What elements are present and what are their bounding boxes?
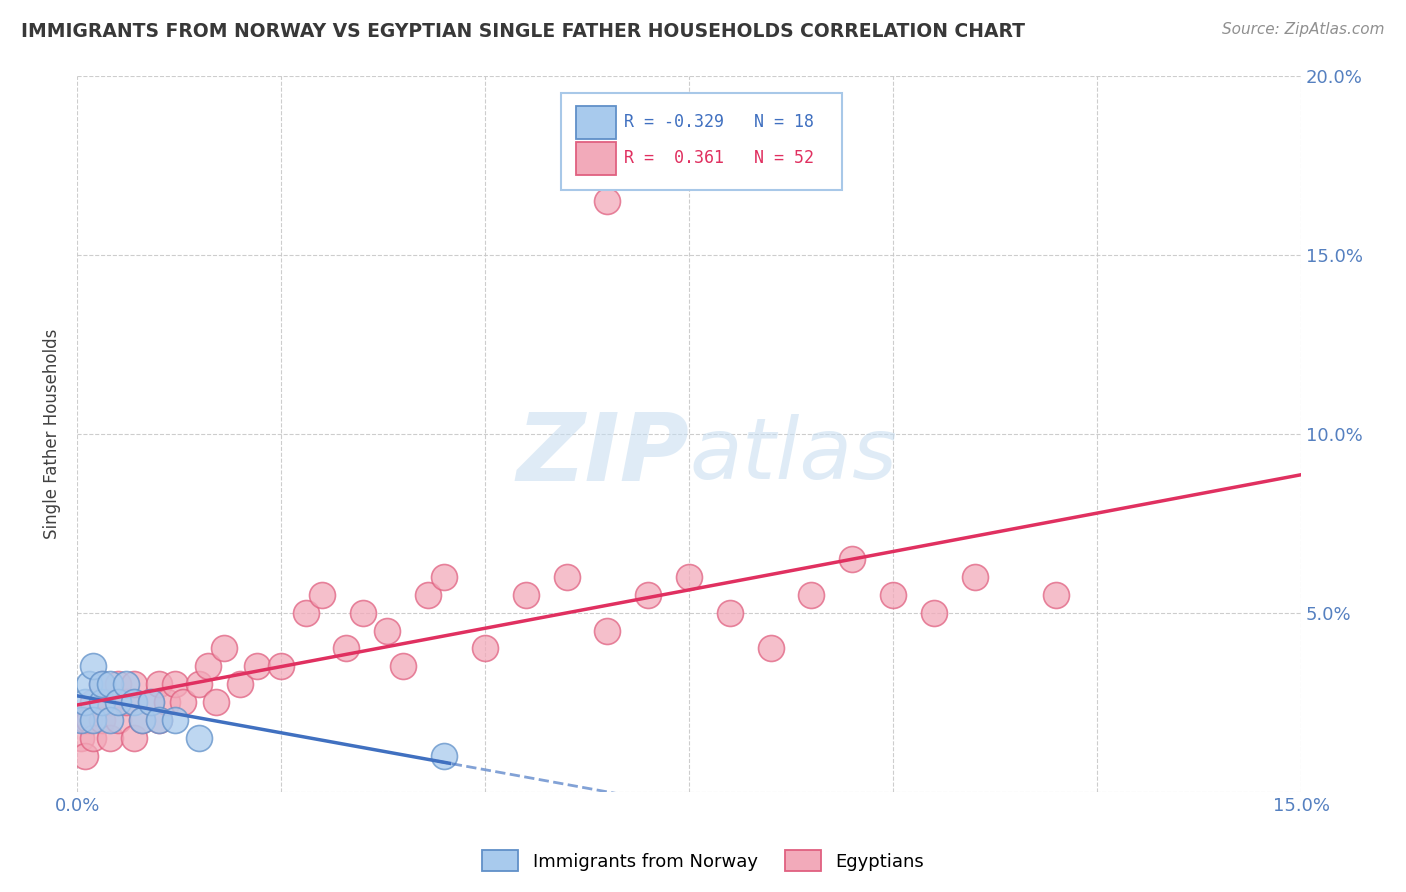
Text: atlas: atlas xyxy=(689,414,897,497)
Point xyxy=(122,695,145,709)
Point xyxy=(90,677,112,691)
Point xyxy=(963,570,986,584)
Point xyxy=(163,713,186,727)
Point xyxy=(70,713,93,727)
Legend: Immigrants from Norway, Egyptians: Immigrants from Norway, Egyptians xyxy=(475,843,931,879)
Point xyxy=(98,713,121,727)
Text: R = -0.329   N = 18: R = -0.329 N = 18 xyxy=(624,113,814,131)
Point xyxy=(75,695,97,709)
Point xyxy=(107,713,129,727)
Point xyxy=(90,677,112,691)
Point xyxy=(82,659,104,673)
Point xyxy=(82,713,104,727)
Point xyxy=(98,695,121,709)
Point xyxy=(352,606,374,620)
Point xyxy=(335,641,357,656)
Point xyxy=(148,713,170,727)
Point xyxy=(172,695,194,709)
Point xyxy=(156,695,179,709)
Point xyxy=(115,677,138,691)
Point xyxy=(311,588,333,602)
Point xyxy=(75,748,97,763)
Point xyxy=(90,713,112,727)
Point xyxy=(79,713,101,727)
Point xyxy=(515,588,537,602)
Point xyxy=(90,695,112,709)
Point xyxy=(98,731,121,745)
Point xyxy=(596,624,619,638)
Point xyxy=(139,695,162,709)
Point xyxy=(188,731,211,745)
Point xyxy=(148,713,170,727)
Point xyxy=(882,588,904,602)
Point xyxy=(294,606,316,620)
Text: ZIP: ZIP xyxy=(516,409,689,501)
Point xyxy=(204,695,226,709)
Point xyxy=(759,641,782,656)
FancyBboxPatch shape xyxy=(576,106,616,139)
Point xyxy=(474,641,496,656)
Point xyxy=(107,677,129,691)
Point xyxy=(188,677,211,691)
Point xyxy=(131,713,153,727)
Point xyxy=(148,677,170,691)
Point xyxy=(416,588,439,602)
Point xyxy=(163,677,186,691)
Point xyxy=(131,713,153,727)
Point xyxy=(433,748,456,763)
Point xyxy=(122,731,145,745)
Point xyxy=(392,659,415,673)
Point xyxy=(841,552,863,566)
Point xyxy=(107,695,129,709)
Point xyxy=(637,588,659,602)
Point xyxy=(555,570,578,584)
Point xyxy=(800,588,823,602)
Point xyxy=(1045,588,1067,602)
Text: Source: ZipAtlas.com: Source: ZipAtlas.com xyxy=(1222,22,1385,37)
Text: R =  0.361   N = 52: R = 0.361 N = 52 xyxy=(624,149,814,167)
Point xyxy=(922,606,945,620)
Point xyxy=(375,624,398,638)
Point xyxy=(75,713,97,727)
Y-axis label: Single Father Households: Single Father Households xyxy=(44,328,60,539)
Point xyxy=(212,641,235,656)
Point xyxy=(596,194,619,208)
Text: IMMIGRANTS FROM NORWAY VS EGYPTIAN SINGLE FATHER HOUSEHOLDS CORRELATION CHART: IMMIGRANTS FROM NORWAY VS EGYPTIAN SINGL… xyxy=(21,22,1025,41)
Point xyxy=(433,570,456,584)
Point xyxy=(139,695,162,709)
Point xyxy=(718,606,741,620)
Point xyxy=(246,659,269,673)
Point xyxy=(115,695,138,709)
Point xyxy=(270,659,292,673)
Point xyxy=(79,677,101,691)
Point xyxy=(70,731,93,745)
FancyBboxPatch shape xyxy=(561,94,842,190)
Point xyxy=(122,677,145,691)
Point xyxy=(678,570,700,584)
Point xyxy=(197,659,219,673)
Point xyxy=(82,731,104,745)
Point xyxy=(98,677,121,691)
Point xyxy=(229,677,252,691)
Point xyxy=(82,695,104,709)
FancyBboxPatch shape xyxy=(576,142,616,175)
